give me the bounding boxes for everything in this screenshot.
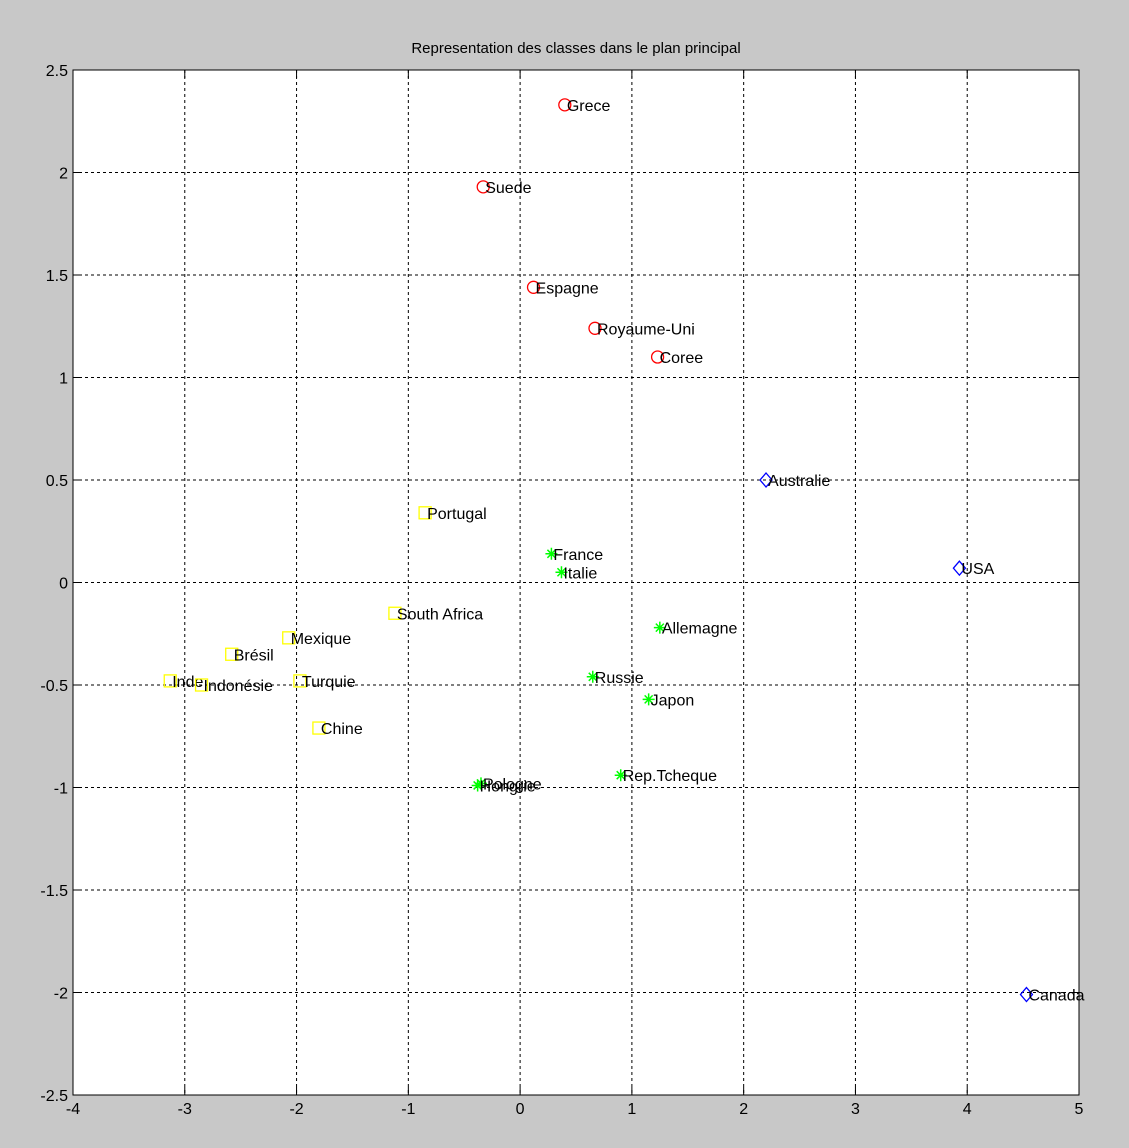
- point-label: Pologne: [483, 776, 542, 793]
- y-tick-label: -1.5: [40, 883, 68, 900]
- point-label: Indonésie: [204, 678, 273, 695]
- x-tick-label: 1: [627, 1101, 636, 1118]
- data-point: Russie: [586, 670, 644, 687]
- x-tick-label: 2: [739, 1101, 748, 1118]
- data-point: Coree: [650, 350, 704, 367]
- point-label: Canada: [1028, 988, 1084, 1005]
- star-marker: [545, 547, 558, 560]
- star-marker: [471, 779, 484, 792]
- data-point: USA: [952, 560, 995, 578]
- data-point: Mexique: [282, 631, 352, 648]
- grid: [73, 70, 1079, 1095]
- point-label: Mexique: [291, 631, 352, 648]
- point-label: Coree: [660, 350, 704, 367]
- point-label: Australie: [768, 473, 830, 490]
- data-point: Suede: [476, 180, 532, 197]
- point-label: Grece: [567, 98, 611, 115]
- circle-marker: [650, 350, 665, 364]
- data-point: Allemagne: [653, 621, 738, 638]
- diamond-marker: [759, 472, 773, 488]
- data-point: Grece: [558, 98, 611, 115]
- x-tick-label: 4: [963, 1101, 972, 1118]
- square-marker: [418, 506, 432, 520]
- data-point: Italie: [555, 565, 597, 582]
- point-label: Inde: [172, 674, 203, 691]
- data-point: Espagne: [526, 280, 599, 297]
- x-tick-label: -1: [401, 1101, 415, 1118]
- axes-frame: [72, 69, 1080, 1096]
- circle-marker: [588, 321, 602, 335]
- data-points: Grece Suede Espagne Royaume-Uni Coree Austral…: [163, 98, 1085, 1005]
- y-tick-label: -2: [54, 986, 68, 1003]
- x-tick-label: 3: [851, 1101, 860, 1118]
- chart-title: Representation des classes dans le plan …: [411, 40, 740, 57]
- star-marker: [642, 693, 655, 706]
- data-point: Australie: [759, 472, 830, 490]
- data-point: Portugal: [418, 506, 487, 523]
- x-tick-label: -3: [178, 1101, 192, 1118]
- y-tick-label: 0: [59, 576, 68, 593]
- square-marker: [163, 674, 177, 688]
- point-label: France: [553, 547, 603, 564]
- point-label: Brésil: [234, 647, 274, 664]
- star-marker: [555, 566, 568, 579]
- axis-ticks: -4 -3 -2 -1 0 1 2 3 4 5 2.5 2 1.5 1 0.5 0 -0.5 -1 -1.5 -2 -2…: [40, 63, 1083, 1118]
- point-label: Chine: [321, 721, 363, 738]
- y-tick-label: -1: [54, 781, 68, 798]
- point-label: South Africa: [397, 606, 483, 623]
- star-marker: [653, 621, 666, 634]
- y-tick-label: 2.5: [46, 63, 68, 80]
- x-tick-label: -2: [289, 1101, 303, 1118]
- data-point: Chine: [312, 721, 363, 738]
- x-tick-label: 0: [516, 1101, 525, 1118]
- data-point: France: [545, 547, 603, 564]
- square-marker: [194, 678, 209, 692]
- y-tick-label: 2: [59, 166, 68, 183]
- data-point: Hongrie: [471, 778, 536, 795]
- y-tick-label: 1: [59, 371, 68, 388]
- circle-marker: [476, 180, 490, 194]
- point-label: USA: [961, 561, 994, 578]
- diamond-marker: [1019, 986, 1034, 1003]
- square-marker: [282, 631, 296, 645]
- data-point: Indonésie: [194, 678, 273, 695]
- data-point: Turquie: [293, 674, 356, 691]
- point-label: Italie: [563, 565, 597, 582]
- point-label: Rep.Tcheque: [623, 768, 717, 785]
- star-marker: [614, 769, 627, 782]
- point-label: Turquie: [302, 674, 356, 691]
- square-marker: [293, 674, 307, 688]
- point-label: Hongrie: [480, 778, 536, 795]
- y-tick-label: 0.5: [46, 473, 68, 490]
- circle-marker: [526, 280, 541, 294]
- point-label: Portugal: [427, 506, 487, 523]
- point-label: Allemagne: [662, 621, 738, 638]
- x-tick-label: -4: [66, 1101, 80, 1118]
- data-point: Royaume-Uni: [588, 321, 695, 338]
- x-tick-label: 5: [1075, 1101, 1084, 1118]
- square-marker: [312, 721, 326, 735]
- point-label: Japon: [651, 692, 695, 709]
- plot-area: [73, 70, 1079, 1095]
- data-point: Pologne: [474, 776, 542, 793]
- star-marker: [474, 777, 487, 790]
- circle-marker: [558, 98, 572, 112]
- y-tick-label: -0.5: [40, 678, 68, 695]
- y-tick-label: 1.5: [46, 268, 68, 285]
- data-point: Rep.Tcheque: [614, 768, 717, 785]
- point-label: Royaume-Uni: [597, 321, 695, 338]
- y-tick-label: -2.5: [40, 1088, 68, 1105]
- diamond-marker: [952, 560, 967, 577]
- data-point: South Africa: [388, 606, 483, 623]
- point-label: Suede: [485, 180, 531, 197]
- star-marker: [586, 670, 599, 683]
- data-point: Brésil: [225, 647, 274, 664]
- point-label: Espagne: [536, 280, 599, 297]
- data-point: Japon: [642, 692, 695, 709]
- point-label: Russie: [595, 670, 644, 687]
- data-point: Canada: [1019, 986, 1085, 1005]
- square-marker: [225, 647, 239, 661]
- square-marker: [388, 606, 402, 620]
